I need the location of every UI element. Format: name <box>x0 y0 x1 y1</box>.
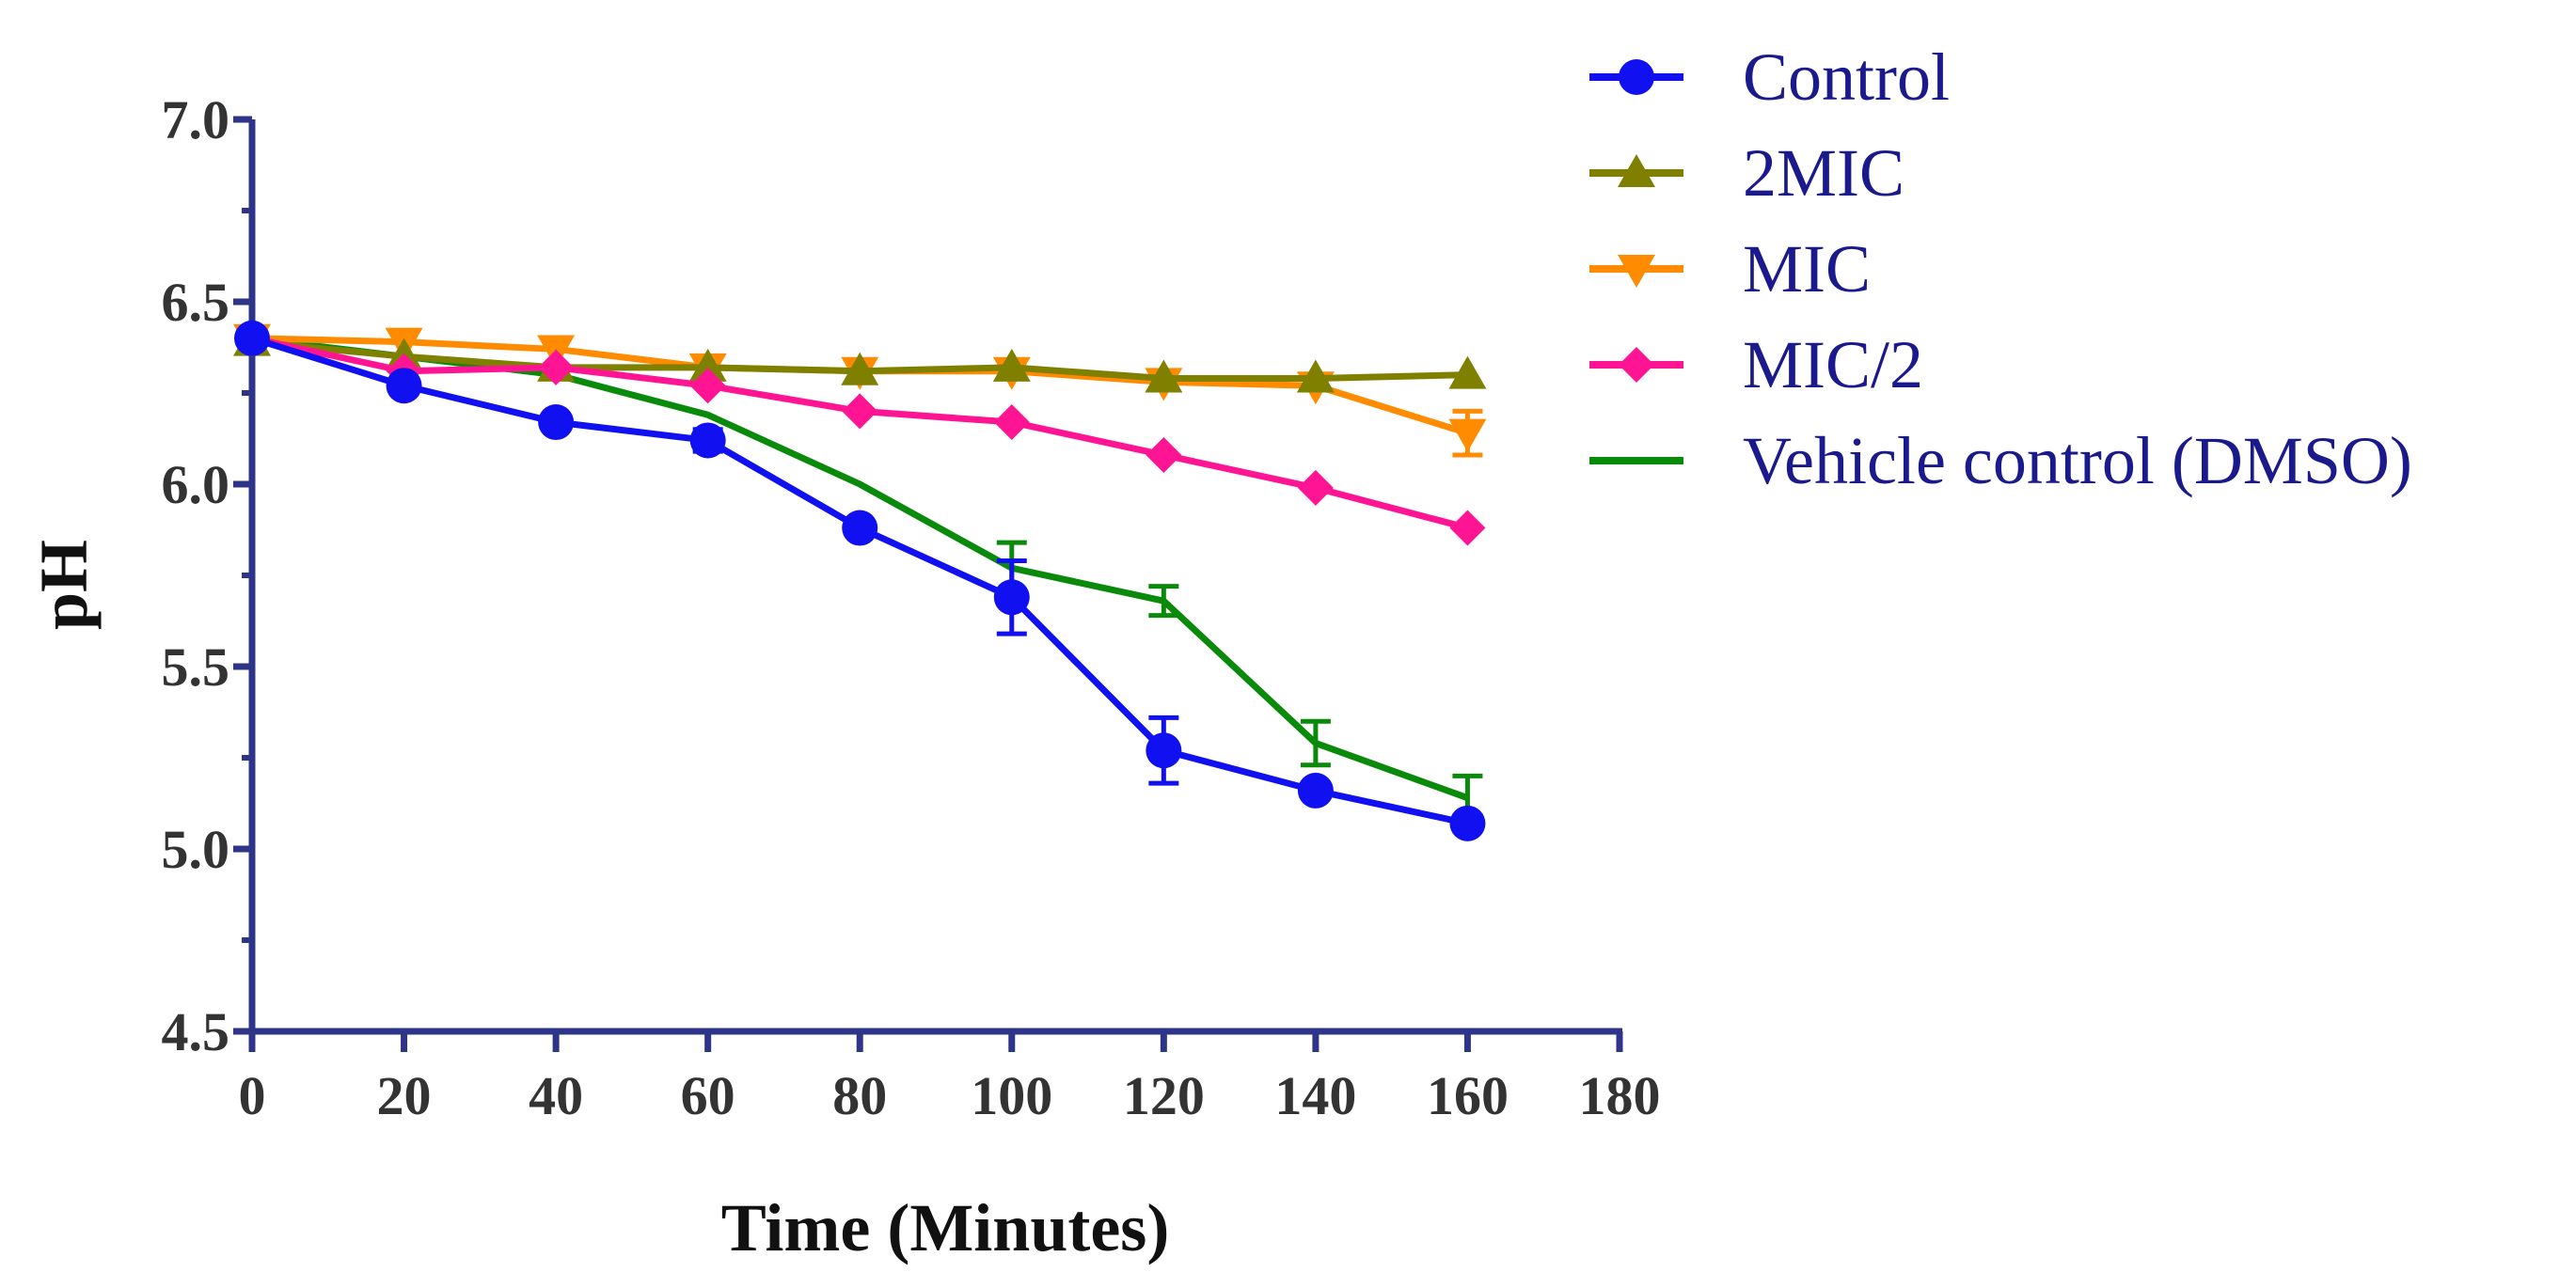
x-tick-label: 60 <box>681 1065 735 1126</box>
data-point <box>1449 510 1486 546</box>
data-point <box>1449 805 1486 841</box>
legend-item-control: Control <box>1589 39 1950 115</box>
data-point <box>992 348 1031 382</box>
series-control <box>234 320 1486 841</box>
x-tick-label: 100 <box>971 1065 1052 1126</box>
data-point <box>538 349 575 385</box>
x-tick-label: 40 <box>529 1065 583 1126</box>
data-point <box>689 368 726 404</box>
legend-swatch-marker <box>1619 347 1654 383</box>
legend-label: MIC/2 <box>1743 327 1923 402</box>
data-point <box>689 422 726 459</box>
data-point <box>1297 772 1334 809</box>
legend-item-2mic: 2MIC <box>1589 135 1904 211</box>
legend-item-vehicle-control-dmso: Vehicle control (DMSO) <box>1589 423 2412 498</box>
data-point <box>1145 359 1183 393</box>
data-point <box>688 348 727 382</box>
data-point <box>1296 359 1335 393</box>
data-point <box>993 579 1030 616</box>
series-layer <box>233 320 1487 841</box>
legend-label: Vehicle control (DMSO) <box>1743 423 2412 498</box>
x-tick-label: 180 <box>1579 1065 1661 1126</box>
data-point <box>1146 732 1182 769</box>
x-tick-label: 120 <box>1123 1065 1205 1126</box>
data-point <box>993 404 1030 441</box>
x-tick-label: 0 <box>239 1065 266 1126</box>
data-point <box>1448 355 1487 389</box>
legend-label: Control <box>1743 39 1950 115</box>
legend-item-mic-2: MIC/2 <box>1589 327 1923 402</box>
legend-swatch-marker <box>1618 154 1655 187</box>
data-point <box>1448 418 1487 452</box>
x-tick-label: 160 <box>1427 1065 1509 1126</box>
x-tick-label: 140 <box>1274 1065 1356 1126</box>
y-tick-label: 6.0 <box>162 454 230 515</box>
data-point <box>234 320 270 356</box>
y-axis-title: pH <box>26 540 102 630</box>
data-point <box>842 393 878 430</box>
legend: Control 2MIC MIC MIC/2 Vehicle control (DMSO… <box>1589 39 2412 498</box>
y-tick-label: 7.0 <box>162 89 230 150</box>
data-point <box>386 368 422 404</box>
data-point <box>841 352 879 385</box>
axes: 4.5 5.0 5.5 6.0 6.5 7.0 0 20 40 60 80 100 120 140 160 1… <box>162 89 1661 1126</box>
x-axis-title: Time (Minutes) <box>721 1190 1170 1265</box>
legend-label: MIC <box>1743 231 1871 306</box>
legend-swatch-marker <box>1619 59 1654 95</box>
data-point <box>1297 469 1334 506</box>
x-tick-label: 80 <box>832 1065 887 1126</box>
data-point <box>842 510 878 546</box>
y-tick-label: 4.5 <box>162 1001 230 1062</box>
legend-swatch-marker <box>1618 255 1655 288</box>
y-tick-label: 5.0 <box>162 819 230 880</box>
data-point <box>1146 436 1182 473</box>
legend-label: 2MIC <box>1743 135 1904 211</box>
y-tick-label: 5.5 <box>162 636 230 698</box>
y-tick-label: 6.5 <box>162 272 230 333</box>
legend-item-mic: MIC <box>1589 231 1871 306</box>
data-point <box>538 404 575 441</box>
x-tick-label: 20 <box>377 1065 432 1126</box>
